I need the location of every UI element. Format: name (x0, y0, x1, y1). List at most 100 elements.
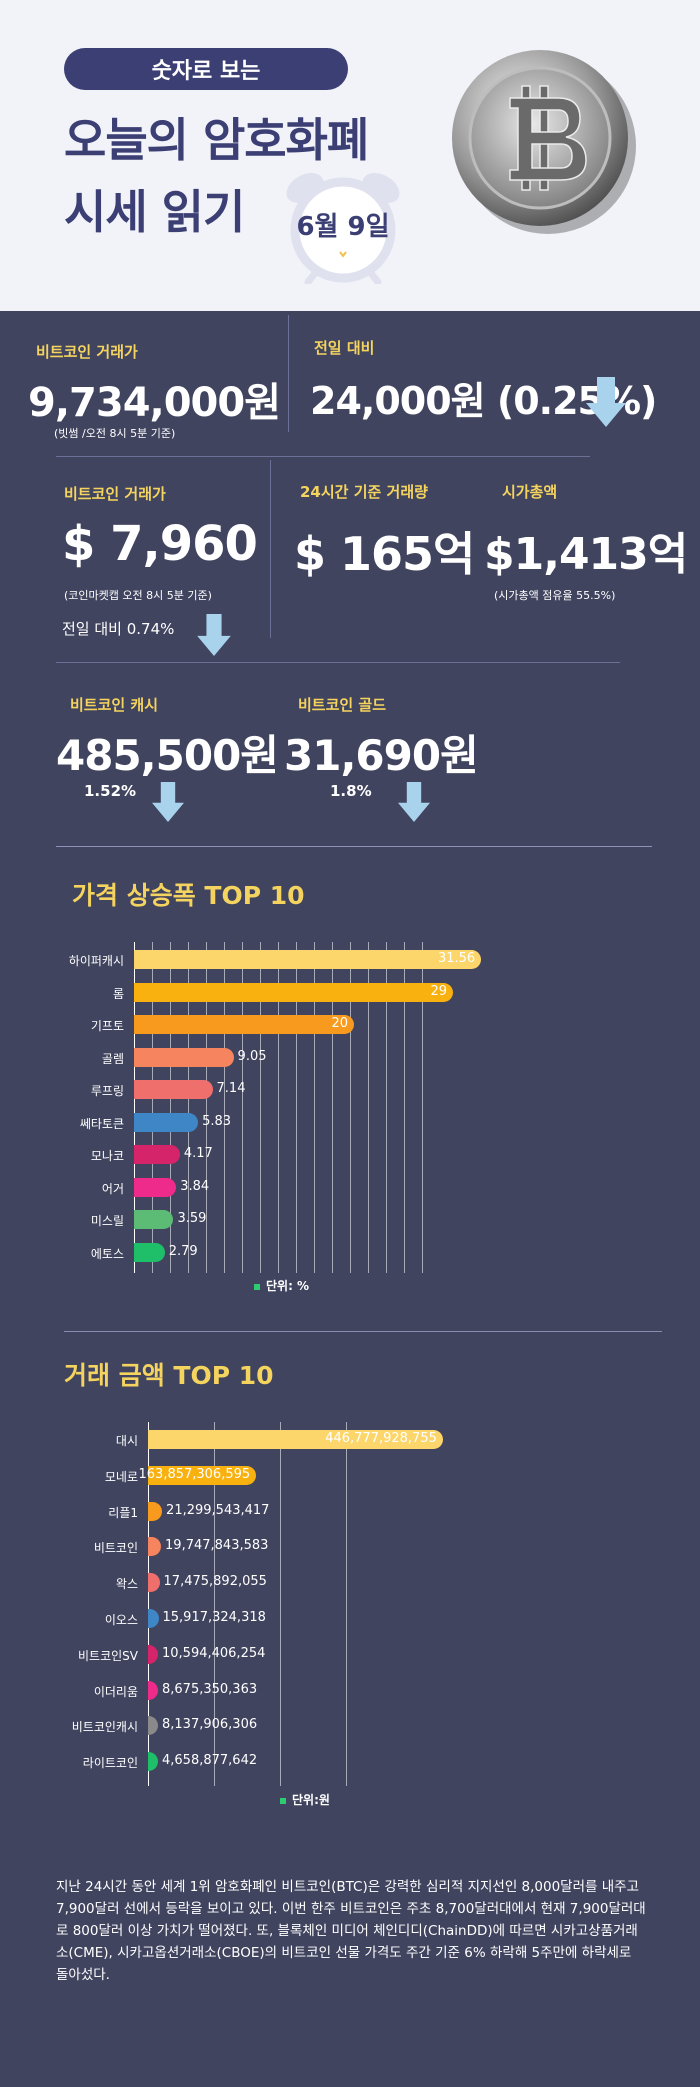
category-label: 리플1 (108, 1505, 138, 1520)
market-cap-label: 시가총액 (502, 483, 558, 501)
category-label: 기프토 (90, 1019, 124, 1033)
category-label: 비트코인 (93, 1541, 138, 1556)
bar (148, 1680, 158, 1700)
data-label: 4.17 (183, 1146, 213, 1161)
btc-usd-value: $ 7,960 (62, 516, 258, 572)
btc-usd-change: 전일 대비 0.74% (62, 620, 175, 638)
bar (134, 1177, 177, 1197)
bar (134, 982, 453, 1002)
gridline (170, 942, 171, 1273)
data-label: 10,594,406,254 (162, 1645, 266, 1661)
legend-dot (280, 1797, 286, 1804)
down-arrow-icon (197, 614, 231, 656)
hero-title-line1: 오늘의 암호화폐 (64, 113, 369, 167)
gridline (296, 942, 297, 1273)
bar (134, 1112, 199, 1132)
bar (134, 1080, 213, 1099)
volume-label: 24시간 기준 거래량 (300, 483, 428, 501)
gridline (224, 942, 225, 1273)
hero-pill: 숫자로 보는 (64, 48, 348, 90)
data-label: 2.79 (168, 1243, 198, 1259)
data-label: 163,857,306,595 (138, 1466, 251, 1482)
chart2-unit: 단위:원 (280, 1791, 330, 1808)
bitcoin-coin-icon (452, 50, 636, 234)
data-label: 7.14 (216, 1081, 246, 1096)
btc-krw-note: (빗썸 /오전 8시 5분 기준) (54, 427, 176, 440)
category-label: 에토스 (90, 1246, 124, 1261)
category-label: 쎄타토큰 (79, 1116, 124, 1131)
category-label: 골렘 (101, 1051, 124, 1066)
btg-value: 31,690원 (284, 731, 479, 780)
category-label: 왁스 (115, 1577, 138, 1592)
gridline (332, 942, 333, 1273)
btc-krw-change-label: 전일 대비 (314, 339, 375, 357)
category-label: 이더리움 (93, 1684, 138, 1699)
gridline (278, 942, 279, 1273)
bar (148, 1430, 443, 1449)
legend-dot (254, 1283, 260, 1290)
gridline (152, 942, 153, 1273)
category-label: 라이트코인 (82, 1756, 138, 1771)
data-label: 19,747,843,583 (165, 1538, 269, 1554)
category-label: 비트코인캐시 (71, 1720, 138, 1735)
category-label: 모나코 (90, 1149, 124, 1163)
btc-krw-label: 비트코인 거래가 (36, 343, 138, 361)
data-label: 3.59 (177, 1211, 207, 1226)
gridline (368, 942, 369, 1273)
data-label: 17,475,892,055 (163, 1574, 267, 1590)
data-label: 5.83 (202, 1113, 232, 1129)
gridline (214, 1422, 215, 1786)
volume-value: $ 165억 (294, 527, 475, 581)
chart1-title: 가격 상승폭 TOP 10 (72, 881, 305, 910)
body-paragraph: 지난 24시간 동안 세계 1위 암호화폐인 비트코인(BTC)은 강력한 심리… (56, 1879, 646, 1983)
data-label: 15,917,324,318 (162, 1610, 266, 1625)
gridline (314, 942, 315, 1273)
hero-header: 숫자로 보는 오늘의 암호화폐 시세 읽기 6월 9일 (0, 0, 700, 311)
category-label: 루프링 (90, 1084, 124, 1098)
bar (148, 1501, 163, 1521)
bar (148, 1573, 160, 1593)
gridline (386, 942, 387, 1273)
category-label: 비트코인SV (78, 1648, 138, 1663)
market-cap-value: $1,413억 (484, 529, 688, 580)
data-label: 8,675,350,363 (162, 1681, 258, 1697)
bar (134, 1242, 165, 1262)
data-label: 9.05 (237, 1048, 267, 1064)
category-label: 이오스 (104, 1613, 138, 1627)
data-label: 4,658,877,642 (162, 1753, 258, 1769)
gridline (206, 942, 207, 1273)
data-label: 31.56 (437, 951, 476, 966)
y-axis-line (134, 942, 135, 1273)
hero-date: 6월 9일 (296, 212, 390, 242)
bar (134, 1047, 234, 1067)
gridline (260, 942, 261, 1273)
category-label: 하이퍼캐시 (68, 954, 124, 968)
data-label: 29 (430, 983, 447, 999)
bar (148, 1716, 158, 1736)
market-cap-note: (시가총액 점유율 55.5%) (494, 589, 616, 602)
bar (134, 1145, 180, 1164)
bch-label: 비트코인 캐시 (70, 696, 159, 714)
gridline (346, 1422, 347, 1786)
category-label: 롬 (112, 986, 124, 1001)
category-label: 모네로 (104, 1469, 138, 1484)
gridline (188, 942, 189, 1273)
bar (148, 1644, 158, 1664)
category-label: 대시 (115, 1434, 138, 1448)
gridline (422, 942, 423, 1273)
bar (134, 950, 482, 969)
chart1-unit: 단위: % (254, 1277, 309, 1294)
data-label: 8,137,906,306 (162, 1717, 258, 1733)
gridline (280, 1422, 281, 1786)
gridline (404, 942, 405, 1273)
data-label: 21,299,543,417 (166, 1502, 270, 1518)
bar (134, 1210, 174, 1229)
category-label: 미스릴 (90, 1214, 124, 1228)
bch-value: 485,500원 (56, 731, 279, 780)
category-label: 어거 (101, 1181, 124, 1196)
down-arrow-icon (152, 782, 184, 822)
alarm-clock-icon (286, 172, 400, 284)
bar (148, 1752, 158, 1772)
data-label: 20 (331, 1016, 348, 1031)
data-label: 446,777,928,755 (325, 1431, 437, 1446)
